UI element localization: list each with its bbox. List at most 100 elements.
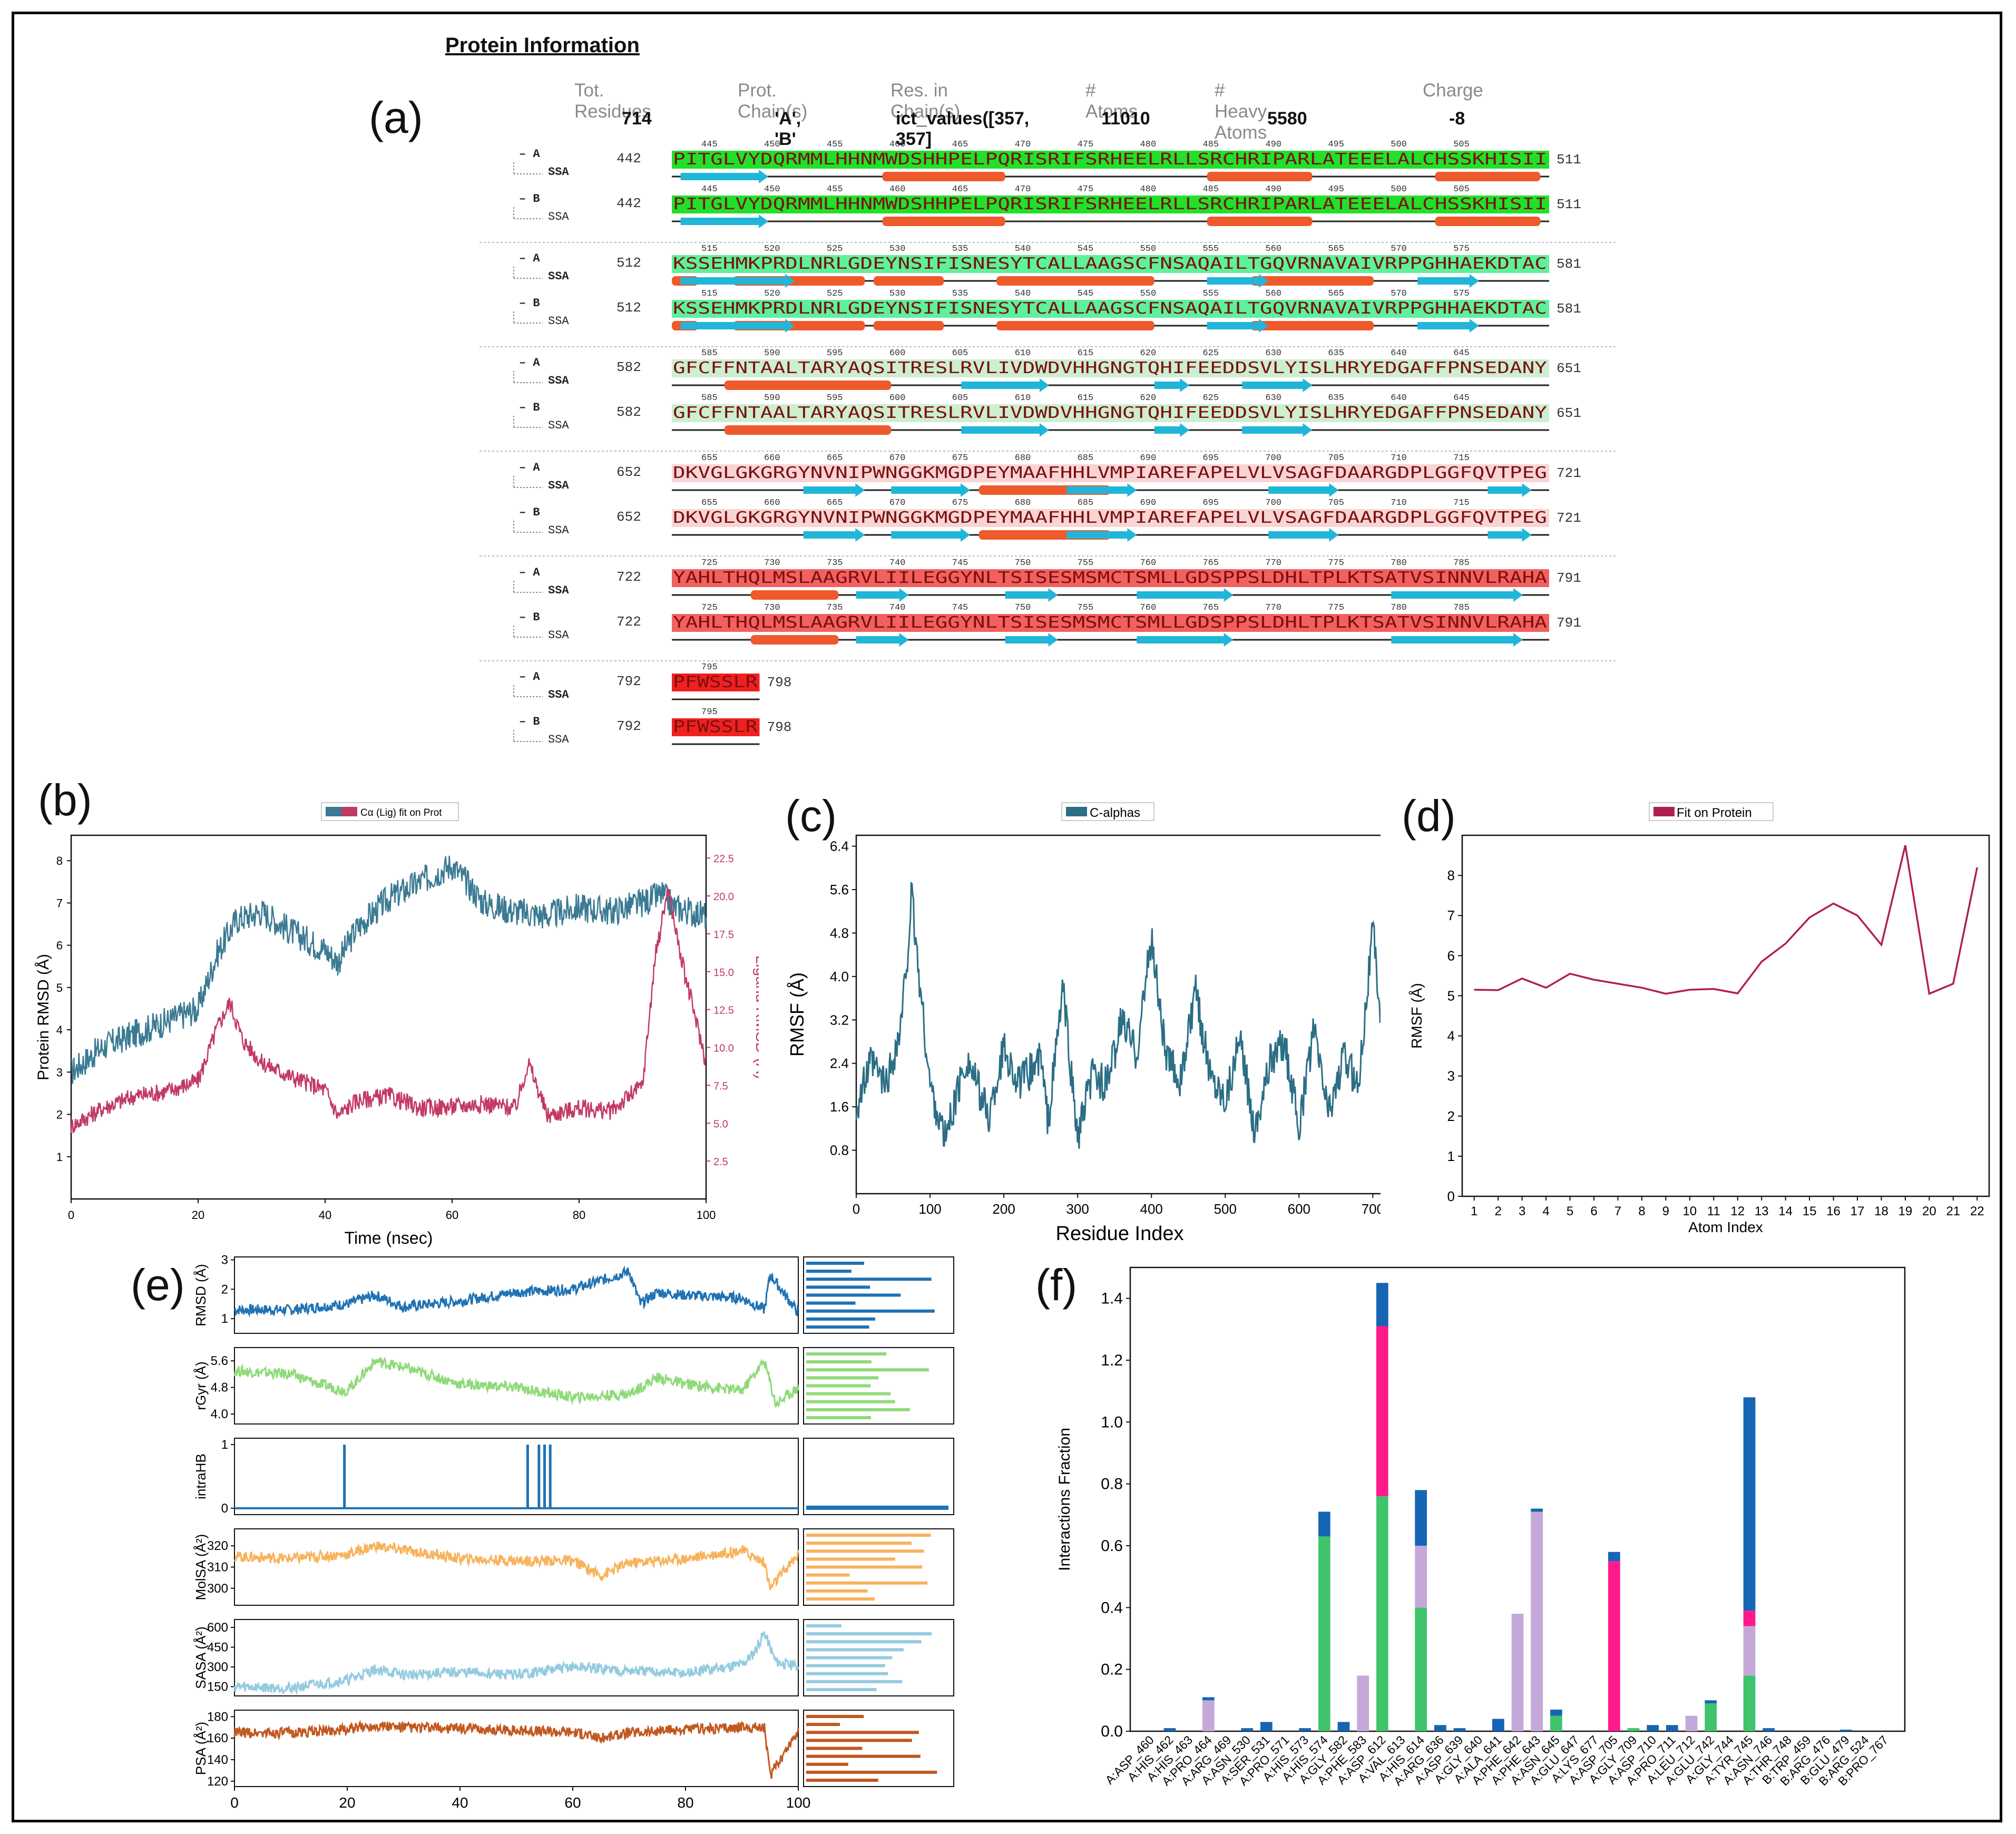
residue-tick: 740 [889,558,906,568]
y-tick-label: 160 [207,1731,228,1745]
strand-arrow [1066,528,1137,542]
legend-swatch [1653,807,1675,816]
bar-hydrophobic-a-phe-583 [1357,1675,1369,1731]
helix-segment [1207,217,1313,226]
residue-tick: 715 [1453,498,1470,508]
y-tick-label: 300 [207,1660,228,1674]
x-tick-label: 40 [452,1794,468,1811]
histogram-bar [806,1731,919,1734]
x-tick-label: 700 [1362,1201,1381,1217]
x-axis-title: Time (nsec) [345,1228,433,1247]
histogram-bar [806,1754,921,1758]
bar-hydrophobic-a-pro-464 [1202,1700,1215,1731]
bar-ionic-a-tyr-745 [1743,1611,1756,1626]
bar-water-bridges-a-phe-643 [1531,1508,1543,1512]
bar-hydrophobic-a-phe-642 [1511,1614,1524,1731]
x-tick-label: 1 [1471,1204,1477,1218]
y-axis-title: RMSF (Å) [1408,983,1425,1048]
residue-tick: 465 [952,184,968,194]
residue-tick: 775 [1328,603,1344,613]
value-atoms: 11010 [1101,109,1150,129]
bar-h-bonds-a-his-574 [1318,1536,1330,1731]
strand-arrow [680,319,795,333]
residue-end: 581 [1557,256,1581,272]
chart-interactions-fraction: 0.0 0.2 0.4 0.6 0.8 1.0 1.2 1.4 Interactions Fra… [1056,1266,1906,1788]
x-tick-label: 19 [1898,1204,1913,1218]
bar-water-bridges-a-asp-612 [1376,1283,1388,1326]
histogram-bar [806,1762,848,1766]
histogram-frame [803,1619,954,1696]
strand-arrow [1066,483,1137,497]
residue-tick: 600 [889,348,906,358]
y-tick-label-left: 6 [56,939,63,952]
y-tick-label: 1 [221,1438,228,1452]
x-tick-label: 8 [1638,1204,1645,1218]
residue-tick: 655 [701,498,718,508]
sequence-bar [672,196,1549,213]
series-line-rmsd [233,1265,799,1318]
series-line-c-alpha [70,855,707,1084]
chain-label-A: – A [519,148,540,161]
x-tick-label: 0 [853,1201,860,1217]
bar-water-bridges-b-glu-479 [1839,1730,1852,1731]
residue-tick: 695 [1202,498,1219,508]
residue-tick: 685 [1078,498,1094,508]
x-tick-label: 100 [697,1208,716,1222]
x-tick-label: 200 [992,1201,1015,1217]
y-tick-label: 0.6 [1101,1537,1123,1555]
y-tick-label: 120 [207,1774,228,1789]
residue-tick: 765 [1202,603,1219,613]
histogram-frame [803,1347,954,1425]
x-tick-label: 14 [1778,1204,1793,1218]
residue-tick: 690 [1140,498,1157,508]
residue-end: 511 [1557,152,1581,168]
residue-tick: 700 [1265,498,1281,508]
chart-rmsd: 0 20 40 60 80 100 1 2 3 4 5 6 7 8 2.5 5.0 7.5 10.0 12.5 15.… [35,802,759,1247]
helix-segment [882,172,1005,181]
y-tick-label: 0 [1447,1188,1455,1204]
residue-tick: 445 [701,184,718,194]
histogram-bar [806,1392,891,1396]
histogram-bar [806,1664,885,1667]
residue-tick: 545 [1078,244,1094,254]
histogram-bar [806,1270,852,1273]
chain-label-B: – B [519,401,540,414]
sequence-bar [672,255,1549,273]
y-tick-label-left: 1 [56,1150,63,1164]
x-tick-label: 60 [446,1208,458,1222]
residue-tick: 680 [1015,498,1031,508]
helix-segment [1207,172,1313,181]
series-line-calphas [855,881,1381,1149]
y-tick-label: 150 [207,1680,228,1694]
residue-tick: 640 [1391,348,1407,358]
x-tick-label: 80 [677,1794,693,1811]
residue-tick: 675 [952,453,968,463]
y-tick-label-right: 5.0 [713,1118,728,1130]
histogram-bar [806,1352,887,1355]
y-axis-title-right: Ligand RMSD (Å) [752,955,759,1079]
sequence-text: GFCFFNTAALTARYAQSITRESLRVLIVDWDVHHGNGTQH… [673,404,1547,422]
residue-tick: 525 [827,289,843,299]
residue-tick: 685 [1078,453,1094,463]
header-tot-residues: Tot. Residues [574,80,651,122]
residue-tick: 780 [1391,558,1407,568]
value-prot-chains: 'A', 'B' [775,109,801,149]
sequence-bar [672,569,1549,587]
strand-arrow [1268,528,1339,542]
chain-label-A: – A [519,670,540,684]
y-tick-label: 6.4 [830,838,849,854]
sequence-bar [672,718,760,736]
chart-protein-rmsf: 0 100 200 300 400 500 600 700 0.8 1.6 2.4 3.2 4.0 4.8… [786,802,1381,1245]
residue-tick: 535 [952,244,968,254]
series-line-fit-on-protein [1474,845,1979,996]
strand-arrow [1391,633,1523,647]
residue-end: 721 [1557,510,1581,526]
histogram-bar [806,1317,875,1321]
residue-tick: 755 [1078,558,1094,568]
y-tick-label: 6 [1447,948,1455,963]
histogram-bar [806,1624,841,1627]
plot-frame [1461,834,1990,1197]
histogram-bar [806,1632,932,1636]
y-tick-label: 2 [221,1282,228,1296]
histogram-bar [806,1680,903,1683]
